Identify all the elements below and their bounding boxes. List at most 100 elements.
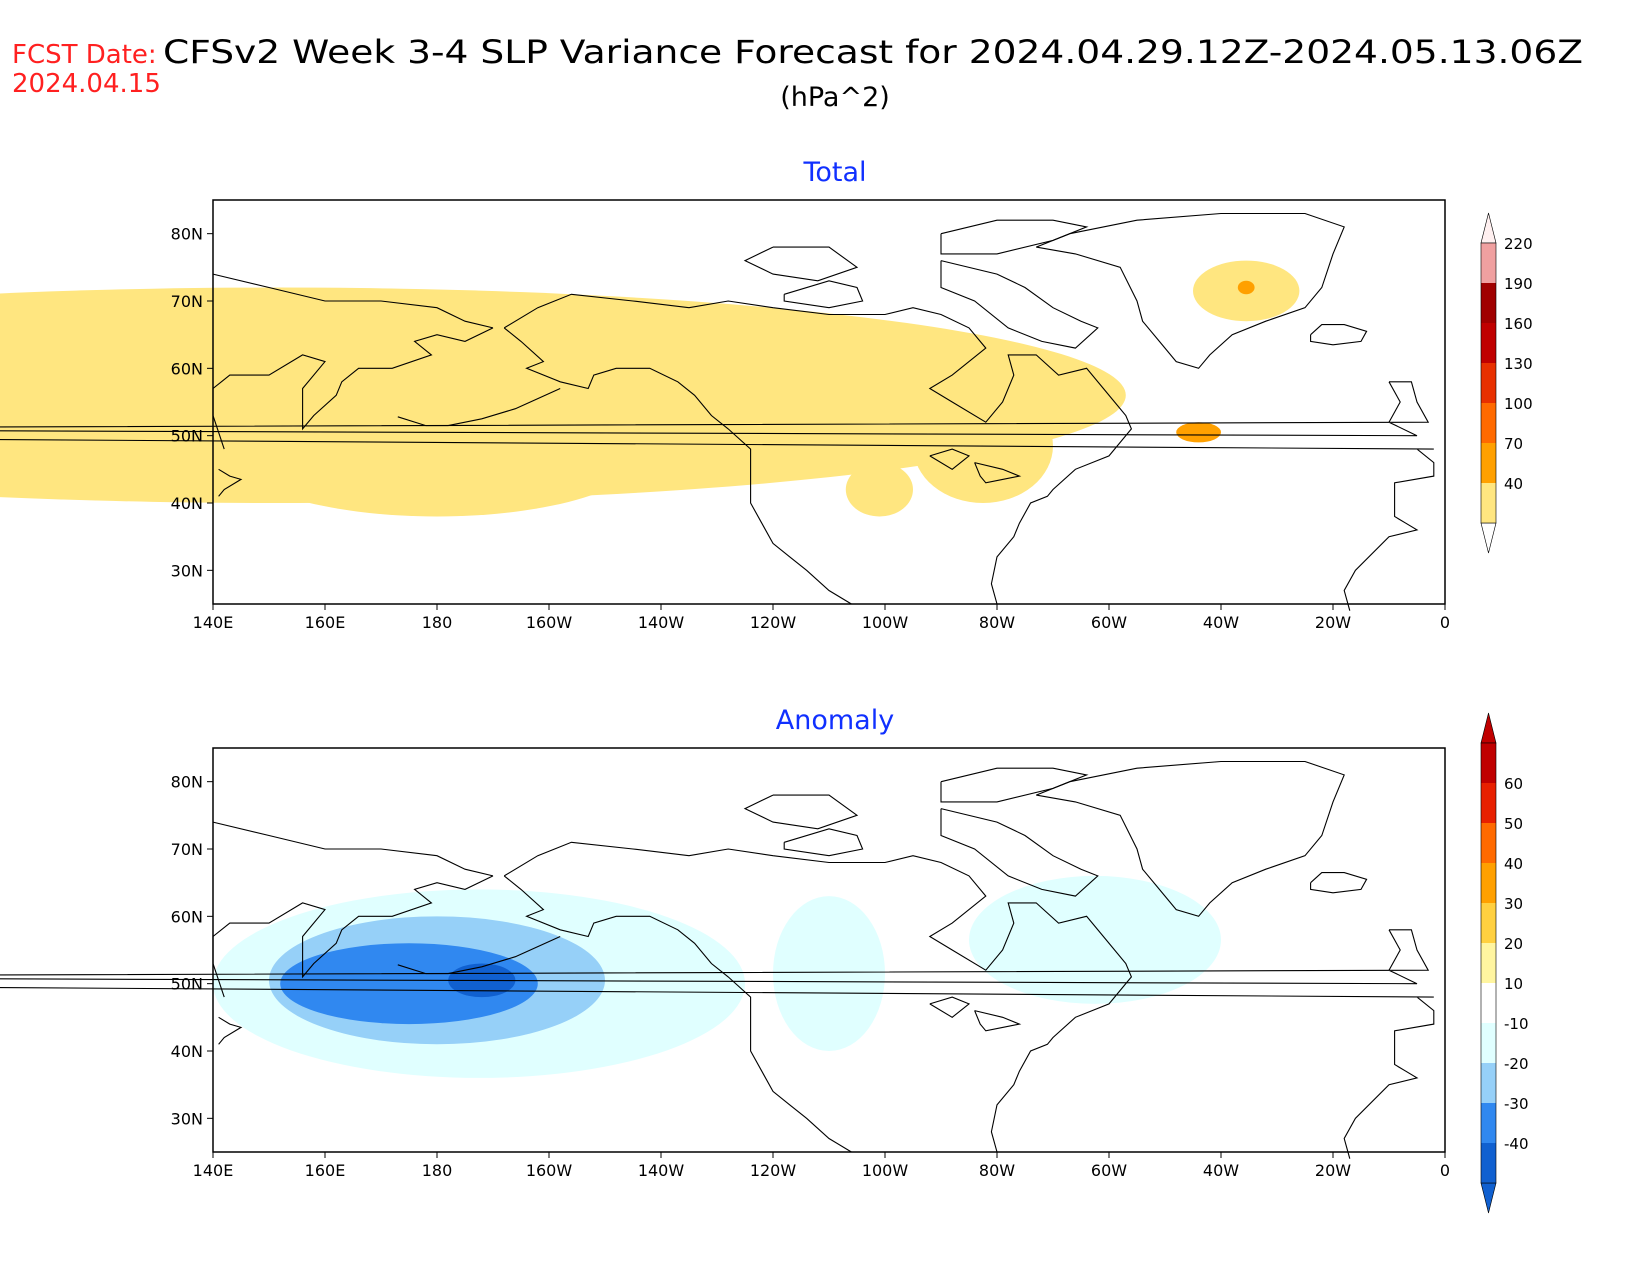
lat-tick-label: 30N [171,1109,203,1128]
colorbar-label: 100 [1504,395,1533,413]
coastline [1035,760,1345,917]
coastline [503,327,852,605]
coastline [503,875,852,1153]
coastline [1035,212,1345,369]
lon-tick-label: 180 [422,613,453,632]
coastline [940,260,1099,349]
colorbar-label: -40 [1504,1135,1529,1153]
colorbar-label: 130 [1504,355,1533,373]
coastline [218,468,243,497]
lon-tick-label: 160E [305,1161,346,1180]
lon-tick-label: 40W [1203,613,1239,632]
colorbar-swatch [1481,243,1496,283]
lon-tick-label: 80W [979,1161,1015,1180]
coastline [218,1016,243,1045]
shaded-region [0,287,1126,503]
coastline [929,996,971,1018]
colorbar-label: -30 [1504,1095,1529,1113]
colorbar-swatch [1481,863,1496,903]
coastline [0,381,1430,437]
colorbar-frame [1480,742,1497,1184]
colorbar-label: 70 [1504,435,1523,453]
colorbar-swatch [1481,743,1496,783]
colorbar-swatch [1481,363,1496,403]
coastline [940,219,1089,255]
lat-tick-label: 70N [171,840,203,859]
lon-tick-label: 160W [526,1161,573,1180]
lon-tick-label: 40W [1203,1161,1239,1180]
coastline [940,767,1089,803]
lon-tick-label: 120W [750,1161,797,1180]
lat-tick-label: 50N [171,975,203,994]
coastline [212,821,494,877]
lon-tick-label: 180 [422,1161,453,1180]
lon-tick-label: 140E [193,613,234,632]
lat-tick-label: 50N [171,427,203,446]
fcst-date: 2024.04.15 [12,69,161,99]
lon-tick-label: 60W [1091,613,1127,632]
colorbar-arrow-bottom [1480,1182,1497,1214]
lon-tick-label: 160E [305,613,346,632]
coastline [503,293,1133,605]
colorbar-label: 30 [1504,895,1523,913]
coastline [974,462,1022,484]
lat-tick-label: 40N [171,1042,203,1061]
panel-total: Total 30N 40N 50N 60N 70N 80N 140E 160E 180 160W 1… [0,157,1533,632]
colorbar-label: 40 [1504,475,1523,493]
colorbar-swatch [1481,1103,1496,1143]
coastline [1310,324,1368,346]
lat-tick-label: 60N [171,359,203,378]
lon-tick-label: 140W [638,1161,685,1180]
lon-tick-label: 0 [1440,1161,1450,1180]
figure-title: CFSv2 Week 3-4 SLP Variance Forecast for… [163,33,1583,71]
colorbar-arrow-top [1480,212,1497,244]
lat-tick-label: 70N [171,292,203,311]
colorbar-label: 190 [1504,275,1533,293]
lon-tick-label: 0 [1440,613,1450,632]
lon-tick-label: 140E [193,1161,234,1180]
coastline [974,1010,1022,1032]
lon-tick-label: 80W [979,613,1015,632]
lon-tick-label: 60W [1091,1161,1127,1180]
coastline [743,246,859,282]
coastline [212,327,494,450]
panel-title: Total [802,157,866,188]
lon-tick-label: 100W [862,613,909,632]
coastline [503,841,1133,1153]
colorbar-swatch [1481,483,1496,523]
colorbar-swatch [1481,1063,1496,1103]
coastline [0,986,1435,1159]
coastline [929,448,971,470]
panel-title: Anomaly [776,705,894,736]
lon-tick-label: 120W [750,613,797,632]
shaded-region [1176,422,1221,443]
colorbar-swatch [1481,823,1496,863]
lat-tick-label: 40N [171,494,203,513]
map-frame [212,747,1446,1153]
figure-units: (hPa^2) [780,82,890,113]
colorbar-swatch [1481,983,1496,1023]
lon-tick-label: 20W [1315,613,1351,632]
coastline [0,438,1435,611]
colorbar-label: 60 [1504,775,1523,793]
colorbar-swatch [1481,1143,1496,1183]
panel-anomaly: Anomaly 30N 40N 50N 60N 70N 80N 140E 160E 180 160… [0,705,1529,1214]
colorbar-swatch [1481,943,1496,983]
colorbar-label: -20 [1504,1055,1529,1073]
colorbar-swatch [1481,283,1496,323]
colorbar-swatch [1481,403,1496,443]
lon-tick-label: 20W [1315,1161,1351,1180]
coastline [0,929,1430,985]
colorbar-arrow-bottom [1480,522,1497,554]
coastline [940,808,1099,897]
coastline [783,280,864,309]
shaded-region [1237,280,1255,295]
colorbar-swatch [1481,1023,1496,1063]
shaded-region [845,462,914,517]
lon-tick-label: 140W [638,613,685,632]
colorbar-arrow-top [1480,712,1497,744]
coastline [1310,872,1368,894]
colorbar-label: 50 [1504,815,1523,833]
colorbar-label: 220 [1504,235,1533,253]
coastline [212,875,494,998]
